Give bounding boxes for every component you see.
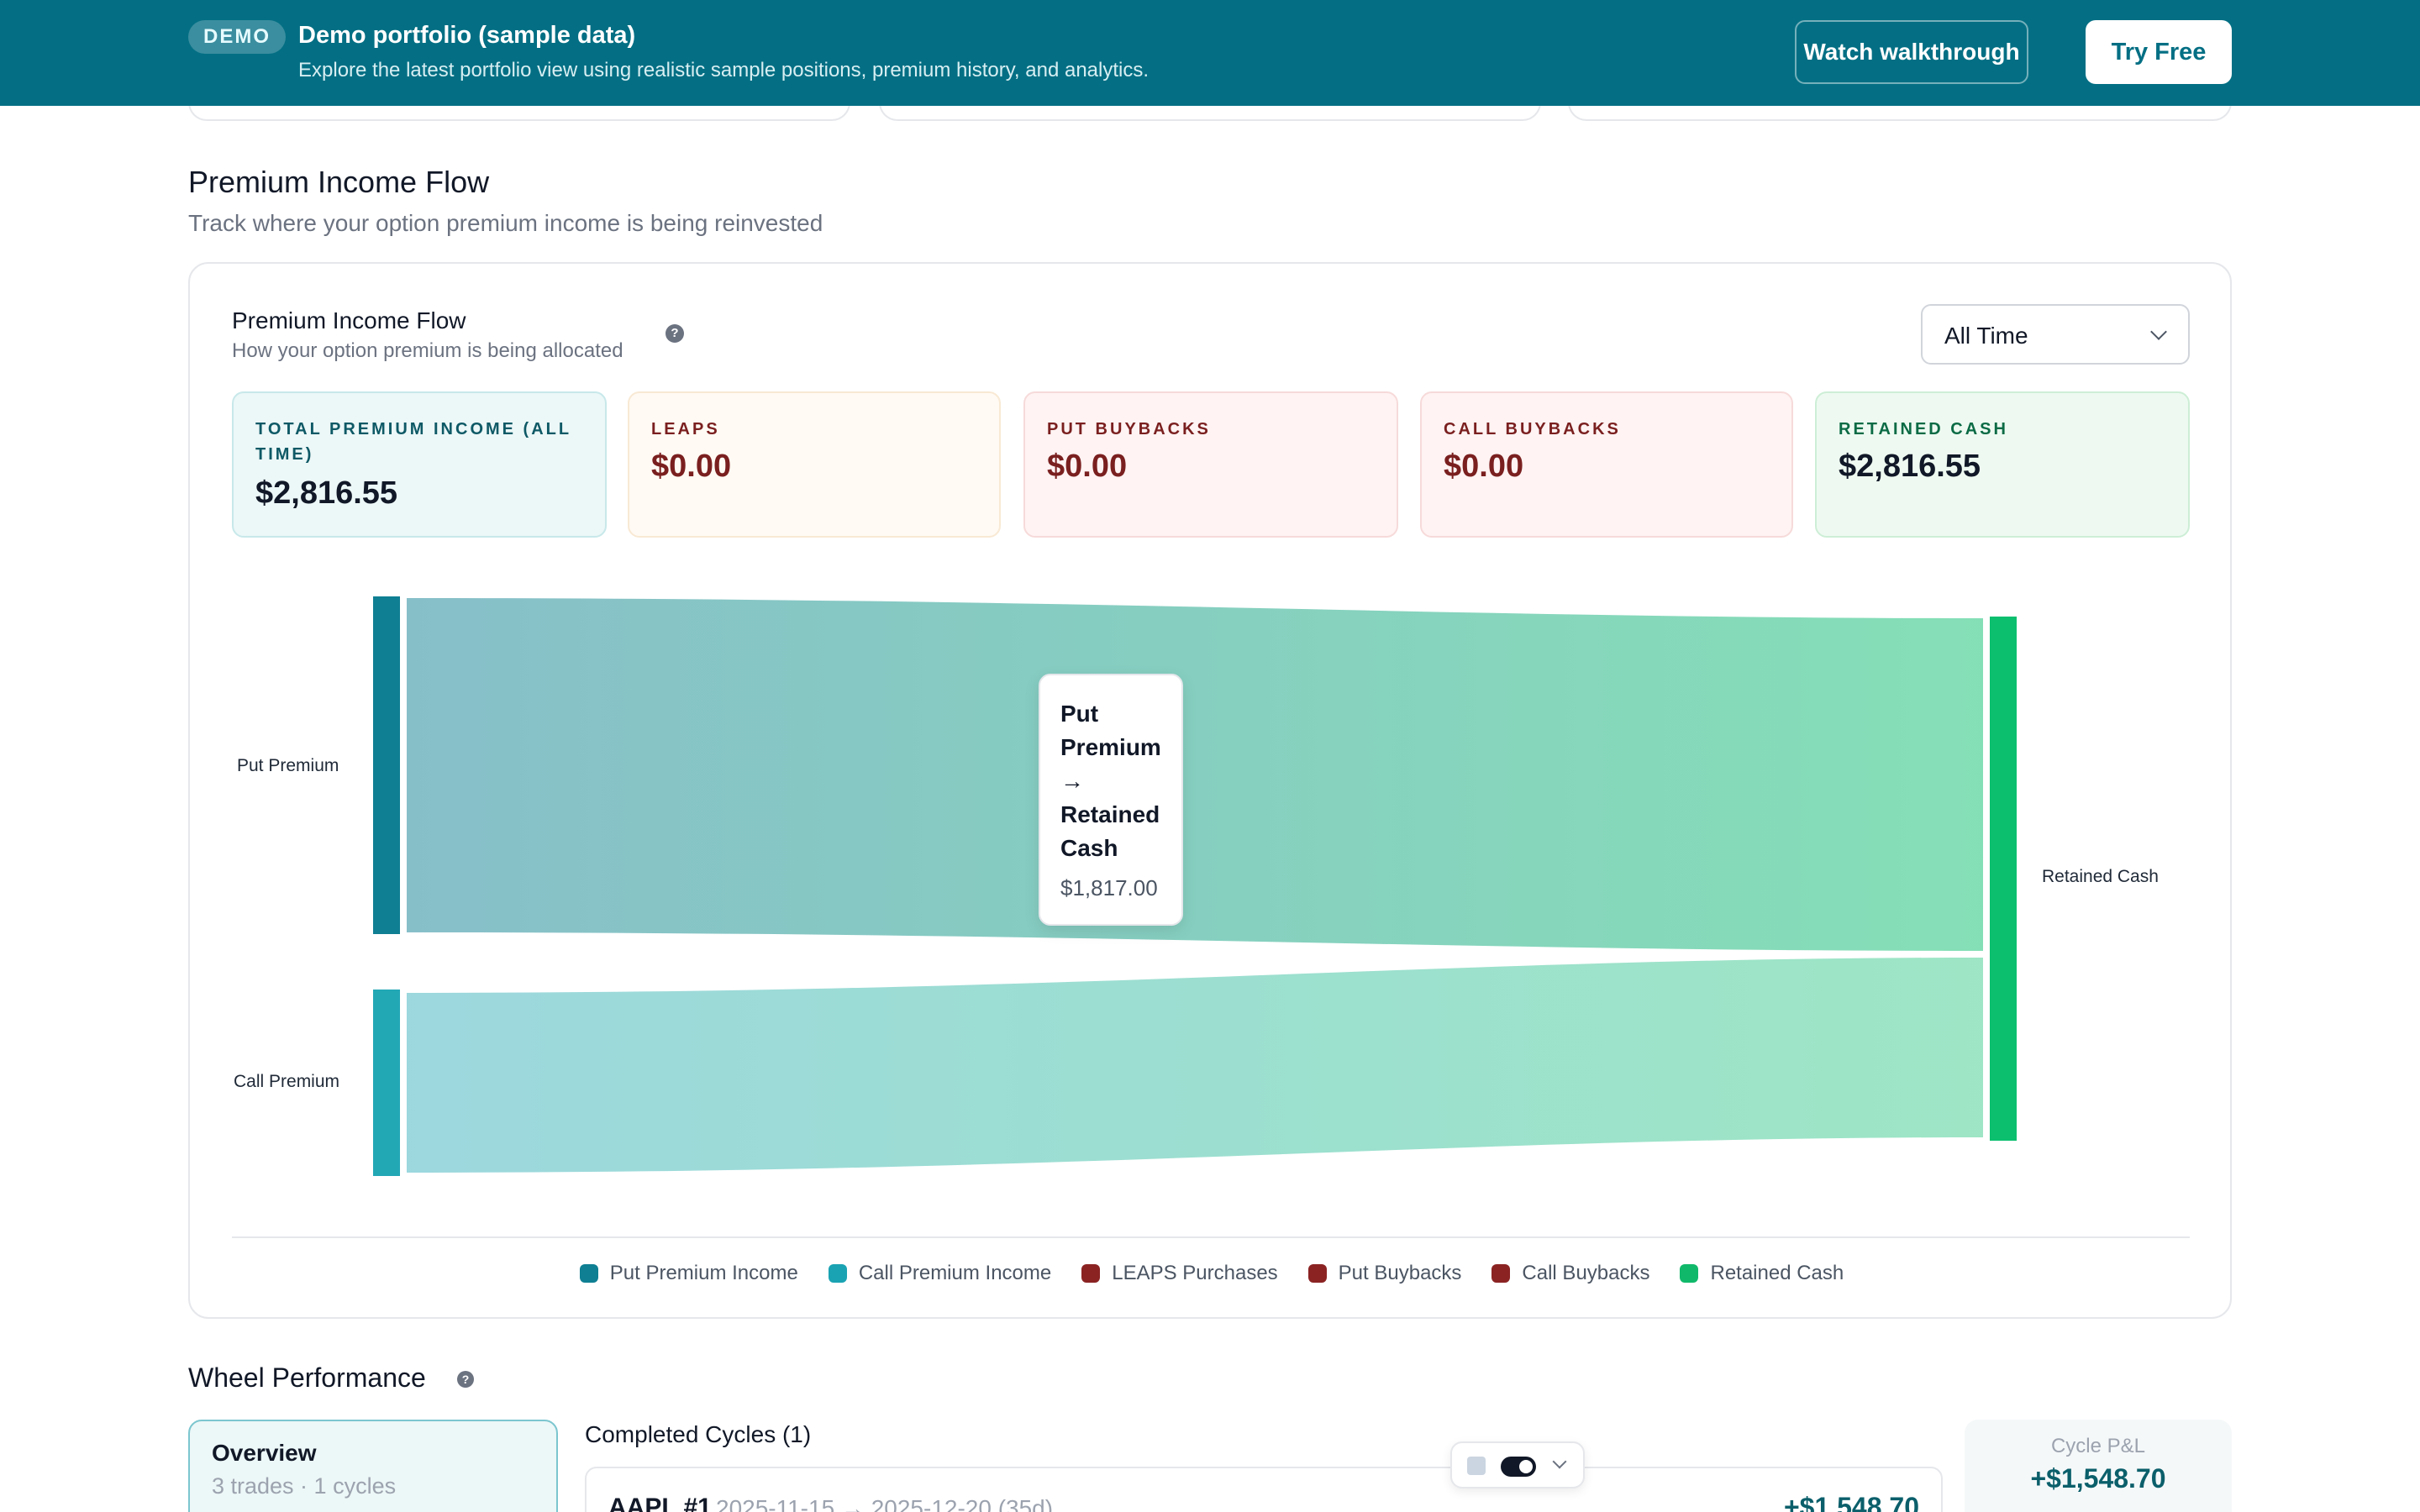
completed-cycles-heading: Completed Cycles (1) [585,1421,812,1447]
divider [232,1236,2190,1238]
stat-value: $0.00 [651,449,732,484]
legend-item[interactable]: Put Premium Income [579,1262,798,1285]
toggle-switch[interactable] [1501,1457,1536,1477]
stat-put-buybacks: PUT BUYBACKS $0.00 [1023,391,1398,538]
section-title: Premium Income Flow [188,165,490,199]
stat-call-buybacks: CALL BUYBACKS $0.00 [1420,391,1793,538]
legend-label: Call Buybacks [1522,1262,1650,1284]
overview-subtitle: 3 trades · 1 cycles [212,1473,397,1499]
tooltip-value: $1,817.00 [1060,875,1158,900]
cursor-icon[interactable] [1467,1457,1486,1475]
stat-leaps: LEAPS $0.00 [628,391,1001,538]
legend-swatch [1491,1264,1511,1283]
legend-swatch [1680,1264,1699,1283]
demo-banner: DEMO Demo portfolio (sample data) Explor… [0,0,2420,106]
cycle-pl-value: +$1,548.70 [2030,1463,2166,1494]
banner-subtitle: Explore the latest portfolio view using … [298,59,1150,81]
card-subtitle: How your option premium is being allocat… [232,339,623,362]
legend-swatch [579,1264,598,1283]
stat-label: PUT BUYBACKS [1047,420,1211,438]
legend-label: Put Premium Income [609,1262,798,1284]
wheel-performance-title: Wheel Performance [188,1362,426,1393]
cycle-pl: +$1,548.70 [1783,1492,1919,1512]
time-range-value: All Time [1944,323,2028,349]
help-icon[interactable]: ? [457,1371,474,1388]
banner-title: Demo portfolio (sample data) [298,22,636,49]
legend-swatch [1307,1264,1327,1283]
help-icon[interactable]: ? [666,324,684,343]
sankey-tooltip: Put Premium → Retained Cash $1,817.00 [1039,674,1183,926]
sankey-link-put [407,598,1983,951]
stat-value: $0.00 [1444,449,1524,484]
stat-retained-cash: RETAINED CASH $2,816.55 [1815,391,2190,538]
cycle-row[interactable]: AAPL #1 2025-11-15 → 2025-12-20 (35d) +$… [585,1467,1943,1512]
legend-swatch [1081,1264,1101,1283]
sankey-chart [373,596,2017,1176]
stat-value: $2,816.55 [1839,449,1981,484]
sankey-node-retained-cash [1990,617,2017,1141]
sankey-node-call-premium [373,990,400,1176]
legend-label: Put Buybacks [1338,1262,1462,1284]
watch-walkthrough-button[interactable]: Watch walkthrough [1795,20,2028,84]
stat-value: $2,816.55 [255,475,398,511]
cycle-pl-label: Cycle P&L [2050,1435,2146,1457]
cycle-dates: 2025-11-15 → 2025-12-20 (35d) [716,1495,1054,1512]
overview-title: Overview [212,1440,317,1466]
legend-item[interactable]: Put Buybacks [1307,1262,1462,1285]
chart-legend: Put Premium Income Call Premium Income L… [190,1262,2233,1285]
demo-badge: DEMO [188,20,286,54]
chevron-down-icon[interactable] [1552,1454,1567,1469]
legend-item[interactable]: LEAPS Purchases [1081,1262,1278,1285]
sankey-label-retained-cash: Retained Cash [2042,867,2159,886]
stat-total-premium: TOTAL PREMIUM INCOME (ALL TIME) $2,816.5… [232,391,607,538]
legend-item[interactable]: Call Buybacks [1491,1262,1649,1285]
try-free-button[interactable]: Try Free [2086,20,2232,84]
sankey-label-call-premium: Call Premium [234,1072,340,1091]
floating-toolbar[interactable] [1450,1441,1585,1488]
sankey-link-call [407,958,1983,1173]
sankey-node-put-premium [373,596,400,934]
stat-label: RETAINED CASH [1839,420,2008,438]
overview-card[interactable]: Overview 3 trades · 1 cycles [188,1420,558,1512]
section-subtitle: Track where your option premium income i… [188,210,823,236]
stat-label: LEAPS [651,420,720,438]
premium-flow-card: Premium Income Flow How your option prem… [188,262,2232,1319]
legend-label: Call Premium Income [858,1262,1052,1284]
stat-value: $0.00 [1047,449,1128,484]
legend-item[interactable]: Call Premium Income [828,1262,1052,1285]
stat-label: CALL BUYBACKS [1444,420,1621,438]
legend-swatch [828,1264,847,1283]
legend-item[interactable]: Retained Cash [1680,1262,1844,1285]
legend-label: Retained Cash [1710,1262,1844,1284]
sankey-label-put-premium: Put Premium [237,756,339,775]
stat-label: TOTAL PREMIUM INCOME (ALL TIME) [255,420,571,464]
legend-label: LEAPS Purchases [1112,1262,1278,1284]
card-title: Premium Income Flow [232,307,466,333]
cycle-pl-card: Cycle P&L +$1,548.70 [1965,1420,2232,1512]
tooltip-title: Put Premium → Retained Cash [1060,701,1161,861]
cycle-name: AAPL #1 [608,1494,712,1512]
time-range-select[interactable]: All Time [1921,304,2190,365]
